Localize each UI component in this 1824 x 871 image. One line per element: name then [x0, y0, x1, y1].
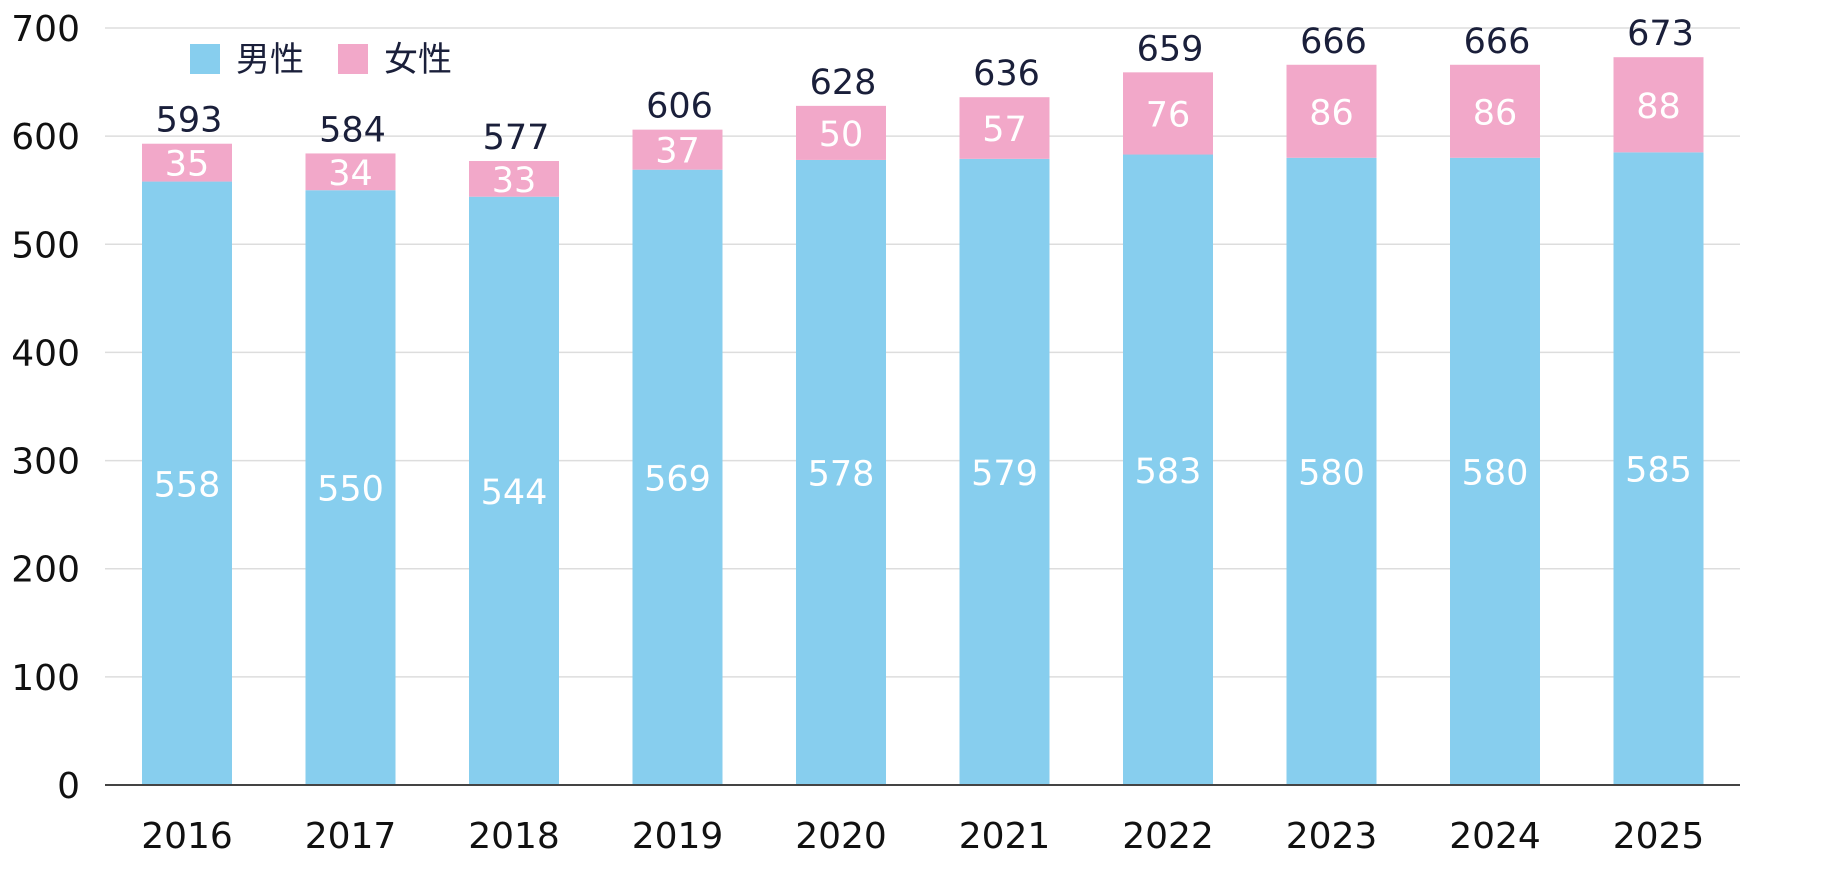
data-label-female: 88: [1636, 87, 1681, 127]
data-label-female: 86: [1473, 93, 1518, 133]
bar-segment-male: [1450, 157, 1540, 785]
x-tick-label: 2023: [1286, 816, 1378, 857]
x-tick-label: 2024: [1449, 816, 1541, 857]
y-tick-label: 400: [11, 333, 80, 374]
y-tick-label: 0: [57, 766, 80, 807]
data-label-female: 57: [982, 110, 1027, 150]
data-label-male: 558: [154, 465, 221, 505]
x-tick-label: 2020: [795, 816, 887, 857]
bar-segment-male: [632, 169, 723, 786]
data-label-total: 577: [483, 118, 550, 158]
data-label-female: 76: [1146, 95, 1191, 135]
bar-segment-female: [959, 97, 1050, 159]
data-label-total: 673: [1627, 14, 1694, 54]
bar-segment-male: [1286, 157, 1377, 785]
bar-segment-male: [1613, 152, 1704, 786]
legend: 男性 女性: [190, 40, 452, 80]
x-tick-label: 2022: [1122, 816, 1214, 857]
x-tick-label: 2017: [305, 816, 397, 857]
bars: [142, 57, 1704, 786]
y-tick-label: 100: [11, 658, 80, 699]
data-label-female: 86: [1309, 93, 1354, 133]
x-tick-label: 2025: [1613, 816, 1705, 857]
x-tick-label: 2019: [632, 816, 724, 857]
bar-segment-female: [1450, 64, 1540, 158]
bar-segment-male: [142, 181, 232, 785]
x-tick-label: 2021: [959, 816, 1051, 857]
data-label-female: 34: [328, 154, 373, 194]
bar-segment-female: [1613, 57, 1704, 153]
bar-segment-male: [959, 158, 1050, 786]
data-label-female: 50: [819, 115, 864, 155]
bar-segment-female: [796, 105, 886, 160]
data-label-female: 35: [165, 145, 210, 185]
bar-segment-female: [469, 161, 559, 197]
data-label-male: 585: [1625, 451, 1692, 491]
data-label-male: 550: [317, 470, 384, 510]
data-label-total: 593: [156, 101, 223, 141]
bar-segment-female: [142, 143, 232, 182]
y-tick-label: 500: [11, 225, 80, 266]
legend-label-male: 男性: [236, 40, 304, 80]
data-label-male: 569: [644, 459, 711, 499]
bar-segment-female: [1123, 72, 1213, 155]
data-label-male: 544: [481, 473, 548, 513]
y-tick-label: 700: [11, 9, 80, 50]
legend-swatch-male: [190, 44, 220, 74]
axes: 0 100 200 300 400 500 600 700 2016 2017 2018 2019 20…: [11, 9, 1740, 857]
bar-segment-male: [1123, 154, 1213, 785]
data-label-total: 606: [646, 87, 713, 127]
data-label-male: 583: [1135, 452, 1202, 492]
legend-swatch-female: [338, 44, 368, 74]
data-label-total: 659: [1137, 29, 1204, 69]
y-tick-label: 600: [11, 117, 80, 158]
y-tick-label: 300: [11, 442, 80, 483]
bar-segment-female: [1286, 64, 1377, 158]
data-label-total: 666: [1464, 22, 1531, 62]
data-label-male: 578: [808, 454, 875, 494]
data-label-female: 33: [492, 161, 537, 201]
data-label-female: 37: [655, 132, 700, 172]
x-tick-label: 2016: [141, 816, 233, 857]
legend-label-female: 女性: [384, 40, 452, 80]
data-label-total: 666: [1300, 22, 1367, 62]
x-tick-label: 2018: [468, 816, 560, 857]
bar-segment-male: [796, 159, 886, 786]
bar-segment-female: [632, 129, 723, 170]
bar-segment-male: [305, 190, 396, 785]
data-label-total: 584: [319, 110, 386, 150]
bar-segment-female: [305, 153, 396, 191]
bar-segment-male: [469, 196, 559, 785]
data-label-total: 636: [973, 54, 1040, 94]
data-label-male: 579: [971, 454, 1038, 494]
data-label-male: 580: [1462, 453, 1529, 493]
data-label-total: 628: [810, 63, 877, 103]
data-label-male: 580: [1298, 453, 1365, 493]
y-tick-label: 200: [11, 550, 80, 591]
